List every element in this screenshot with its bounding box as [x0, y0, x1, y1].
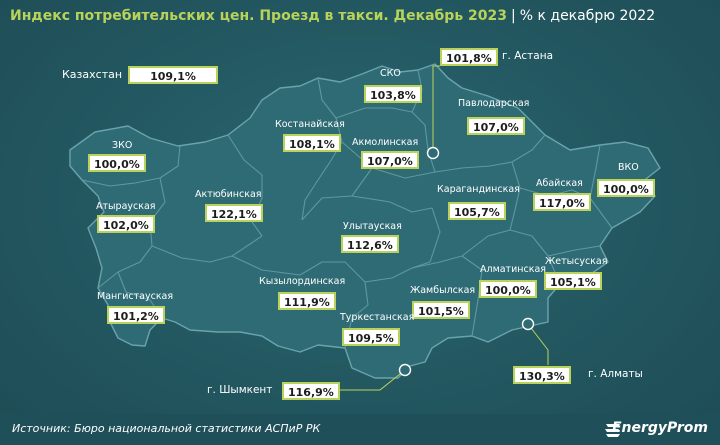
region-value-abai: 117,0%	[533, 193, 591, 211]
region-value-vko: 100,0%	[597, 179, 655, 197]
almaty-leader-line	[527, 323, 549, 365]
region-value-kyzylorda: 111,9%	[278, 292, 336, 310]
region-label-pavlodar: Павлодарская	[458, 98, 530, 109]
border-kostanay-akmola	[301, 77, 343, 221]
region-label-aktobe: Актюбинская	[195, 189, 262, 200]
region-label-mangistau: Мангистауская	[97, 291, 174, 302]
border-vko	[589, 144, 601, 199]
region-label-zko: ЗКО	[112, 140, 133, 151]
border-pavlodar-karaganda	[434, 134, 546, 173]
region-label-zhambyl: Жамбылская	[410, 285, 476, 296]
city-label-astana: г. Астана	[502, 50, 553, 62]
city-value-almaty: 130,3%	[513, 366, 571, 384]
region-label-zhetysu: Жетысуская	[545, 256, 608, 267]
border-zko	[81, 145, 181, 187]
border-zhambyl-almaty	[461, 229, 561, 285]
astana-leader-line	[432, 65, 440, 153]
border-aktobe-kostanay	[227, 134, 263, 237]
border-akmola-karaganda	[341, 141, 436, 179]
region-label-atyrau: Атырауская	[96, 201, 156, 212]
region-value-almaty-reg: 100,0%	[479, 280, 537, 298]
city-value-shymkent: 116,9%	[282, 382, 340, 400]
leader-lines	[336, 65, 549, 391]
region-value-karaganda: 105,7%	[448, 202, 506, 220]
chart-title: Индекс потребительских цен. Проезд в так…	[10, 8, 655, 24]
country-value: 109,1%	[128, 66, 218, 84]
shymkent-marker	[398, 363, 412, 377]
city-value-astana: 101,8%	[440, 48, 498, 66]
footer: Источник: Бюро национальной статистики А…	[0, 414, 720, 445]
border-akmola-pavlodar	[411, 111, 436, 173]
brand-name: EnergyProm	[611, 420, 708, 436]
region-value-zhetysu: 105,1%	[544, 272, 602, 290]
region-label-vko: ВКО	[618, 162, 639, 173]
title-separator: |	[511, 8, 516, 24]
almaty-marker	[521, 317, 535, 331]
border-turkestan-zhambyl	[364, 255, 483, 337]
region-label-karaganda: Карагандинская	[437, 184, 520, 195]
source-note: Источник: Бюро национальной статистики А…	[12, 422, 321, 435]
title-text: Индекс потребительских цен. Проезд в так…	[10, 8, 508, 24]
region-label-almaty-reg: Алматинская	[480, 264, 546, 275]
region-value-zko: 100,0%	[88, 154, 146, 172]
city-label-shymkent: г. Шымкент	[207, 384, 273, 396]
region-value-ulytau: 112,6%	[341, 235, 399, 253]
region-label-akmola: Акмолинская	[352, 137, 419, 148]
region-label-kostanay: Костанайская	[275, 119, 345, 130]
border-kyzylorda-turkestan	[231, 255, 369, 349]
country-label: Казахстан	[62, 68, 123, 81]
region-borders	[81, 69, 613, 349]
region-label-ulytau: Улытауская	[343, 221, 402, 232]
region-label-abai: Абайская	[536, 178, 583, 189]
region-label-sko: СКО	[380, 68, 401, 79]
region-value-pavlodar: 107,0%	[467, 117, 525, 135]
region-value-atyrau: 102,0%	[97, 215, 155, 233]
region-value-zhambyl: 101,5%	[412, 301, 470, 319]
region-value-kostanay: 108,1%	[283, 134, 341, 152]
region-label-turkestan: Туркестанская	[340, 312, 415, 323]
shymkent-leader-line	[336, 369, 406, 391]
city-label-almaty: г. Алматы	[588, 368, 643, 380]
city-markers	[398, 146, 535, 377]
region-value-turkestan: 109,5%	[342, 328, 400, 346]
border-aktobe-kyzylorda	[151, 235, 263, 263]
title-subtitle: % к декабрю 2022	[519, 8, 656, 24]
region-value-aktobe: 122,1%	[205, 204, 263, 222]
border-zhetysu	[547, 245, 601, 257]
region-value-mangistau: 101,2%	[107, 306, 165, 324]
region-value-akmola: 107,0%	[361, 151, 419, 169]
energyprom-logo-icon	[605, 424, 620, 437]
country-shape	[69, 63, 661, 379]
region-label-kyzylorda: Кызылординская	[259, 276, 346, 287]
region-value-sko: 103,8%	[364, 85, 422, 103]
astana-marker	[426, 146, 440, 160]
border-ulytau	[301, 167, 441, 269]
